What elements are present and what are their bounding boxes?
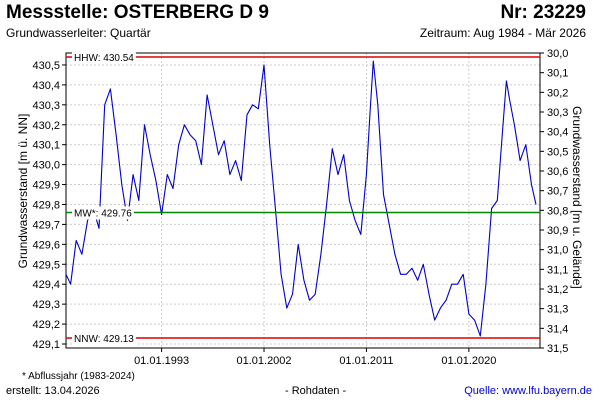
x-tick-label: 01.01.2002 [236,355,291,367]
y2-tick-label: 31,4 [547,323,568,335]
reference-line-label: MW*: 429.76 [74,208,132,219]
y-tick-label: 430,0 [32,160,60,172]
y2-tick-label: 30,8 [547,205,568,217]
y-tick-label: 430,5 [32,60,60,72]
reference-label-bg [72,50,136,64]
y2-tick-label: 30,9 [547,225,568,237]
period-label: Zeitraum: Aug 1984 - Mär 2026 [419,26,586,40]
y-tick-label: 429,2 [32,319,60,331]
y-tick-label: 430,1 [32,140,60,152]
y2-tick-label: 30,3 [547,107,568,119]
y-tick-label: 429,6 [32,239,60,251]
aquifer-subtitle: Grundwasserleiter: Quartär [6,26,151,40]
created-date: erstellt: 13.04.2026 [6,385,100,397]
x-tick-label: 01.01.2020 [441,355,496,367]
y-tick-label: 429,4 [32,279,60,291]
y-tick-label: 430,2 [32,120,60,132]
plot-frame [65,52,541,349]
y2-tick-label: 31,2 [547,284,568,296]
y-tick-label: 430,4 [32,80,60,92]
y-tick-label: 429,5 [32,259,60,271]
y2-tick-label: 30,0 [547,48,568,60]
y-tick-label: 429,3 [32,299,60,311]
y2-tick-label: 30,4 [547,127,568,139]
source-link[interactable]: Quelle: www.lfu.bayern.de [464,385,592,397]
y-tick-label: 429,1 [32,339,60,351]
y-tick-label: 429,8 [32,199,60,211]
series-line [65,60,537,337]
reference-label-bg [72,206,134,220]
reference-line-label: NNW: 429.13 [74,334,134,345]
y2-tick-label: 31,3 [547,304,568,316]
y2-tick-label: 31,1 [547,264,568,276]
station-number: Nr: 23229 [500,2,586,23]
y2-tick-label: 30,5 [547,146,568,158]
y-tick-label: 429,7 [32,219,60,231]
rawdata-label: - Rohdaten - [285,385,347,397]
station-title: Messstelle: OSTERBERG D 9 [6,2,269,23]
y2-tick-label: 30,7 [547,186,568,198]
footnote: * Abflussjahr (1983-2024) [22,371,135,382]
reference-label-bg [72,332,136,346]
y2-tick-label: 31,5 [547,343,568,355]
y2-tick-label: 30,6 [547,166,568,178]
y-axis-label-left: Grundwasserstand [m ü. NN] [16,113,30,269]
y2-tick-label: 30,2 [547,87,568,99]
x-tick-label: 01.01.2011 [339,355,393,367]
y2-tick-label: 30,1 [547,68,568,80]
reference-line-label: HHW: 430.54 [74,53,134,64]
y2-tick-label: 31,0 [547,245,568,257]
x-tick-label: 01.01.1993 [134,355,189,367]
y-tick-label: 429,9 [32,180,60,192]
y-axis-label-right: Grundwasserstand [m u. Gelände] [570,106,584,289]
y-tick-label: 430,3 [32,100,60,112]
